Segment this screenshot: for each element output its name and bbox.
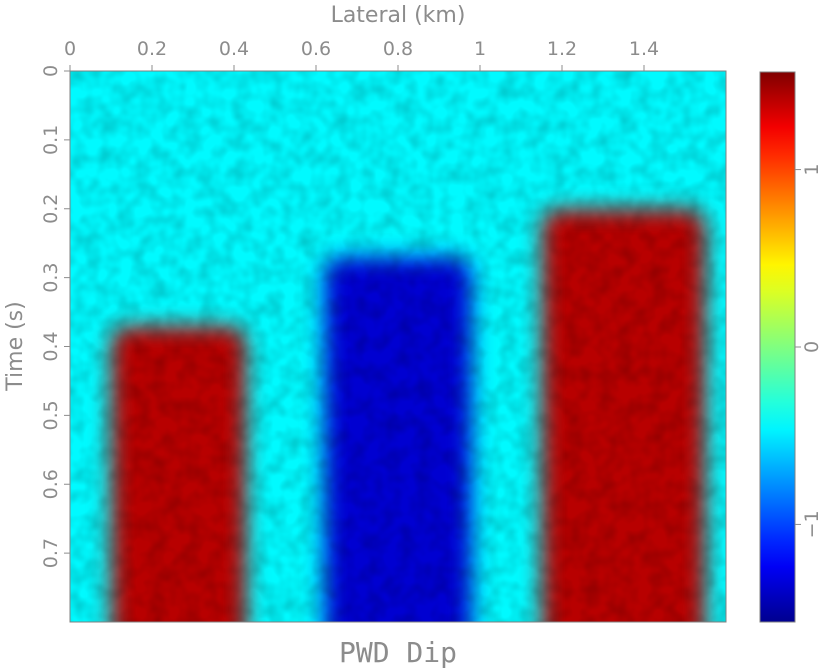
y-tick-label: 0.2: [40, 194, 62, 224]
heatmap-texture: [70, 71, 726, 622]
colorbar-tick-label: 1: [801, 164, 819, 176]
x-tick-label: 0.4: [219, 38, 249, 60]
y-tick-label: 0.7: [40, 538, 62, 568]
x-tick-label: 1.4: [629, 38, 659, 60]
x-tick-label: 0: [64, 38, 76, 60]
y-tick-label: 0.6: [40, 469, 62, 499]
y-tick-label: 0: [40, 65, 62, 77]
x-tick-label: 0.2: [137, 38, 167, 60]
x-axis-label: Lateral (km): [331, 3, 466, 28]
colorbar-ticks: −1 0 1: [795, 164, 819, 538]
x-tick-label: 1.2: [547, 38, 577, 60]
x-axis-ticks: 0 0.2 0.4 0.6 0.8 1 1.2 1.4: [64, 38, 659, 71]
y-axis-label: Time (s): [3, 301, 28, 391]
y-tick-label: 0.1: [40, 125, 62, 155]
chart-title: PWD Dip: [339, 636, 457, 669]
colorbar-tick-label: 0: [801, 341, 819, 353]
colorbar-tick-label: −1: [801, 510, 819, 538]
y-tick-label: 0.4: [40, 331, 62, 361]
heatmap-plot-area: [70, 71, 726, 622]
colorbar-gradient: [759, 71, 796, 623]
y-axis-ticks: 0 0.1 0.2 0.3 0.4 0.5 0.6 0.7: [40, 65, 70, 568]
y-tick-label: 0.3: [40, 263, 62, 293]
colorbar: −1 0 1: [759, 71, 819, 623]
x-tick-label: 1: [474, 38, 486, 60]
x-tick-label: 0.6: [301, 38, 331, 60]
y-tick-label: 0.5: [40, 400, 62, 430]
x-tick-label: 0.8: [383, 38, 413, 60]
